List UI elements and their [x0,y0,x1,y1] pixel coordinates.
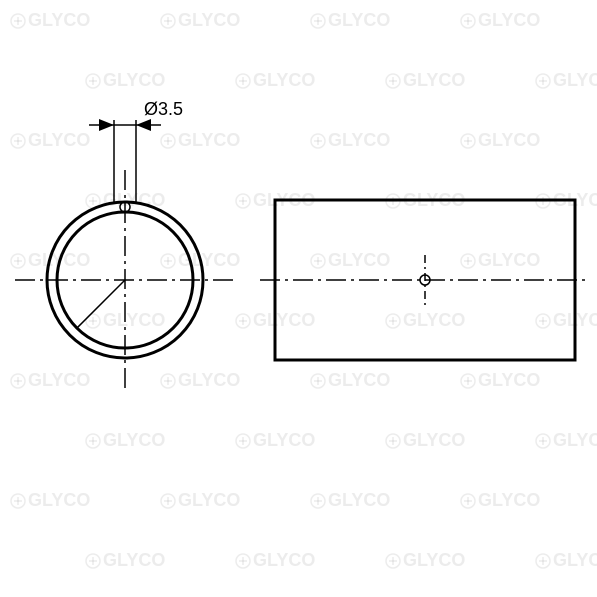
technical-drawing: Ø3.5 [0,0,597,597]
dimension-text: Ø3.5 [144,99,183,119]
hole-dimension: Ø3.5 [89,99,183,202]
front-view [15,170,235,390]
side-view [260,200,590,360]
drawing-canvas: GLYCOGLYCOGLYCOGLYCOGLYCOGLYCOGLYCOGLYCO… [0,0,597,597]
